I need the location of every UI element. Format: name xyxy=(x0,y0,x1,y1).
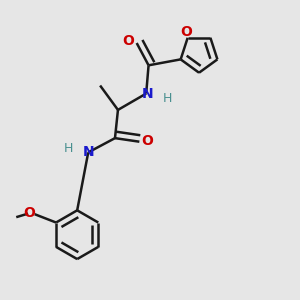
Text: O: O xyxy=(23,206,35,220)
Text: O: O xyxy=(122,34,134,48)
Text: H: H xyxy=(63,142,73,155)
Text: H: H xyxy=(163,92,172,105)
Text: O: O xyxy=(141,134,153,148)
Text: N: N xyxy=(141,87,153,100)
Text: N: N xyxy=(83,146,94,159)
Text: O: O xyxy=(180,26,192,39)
